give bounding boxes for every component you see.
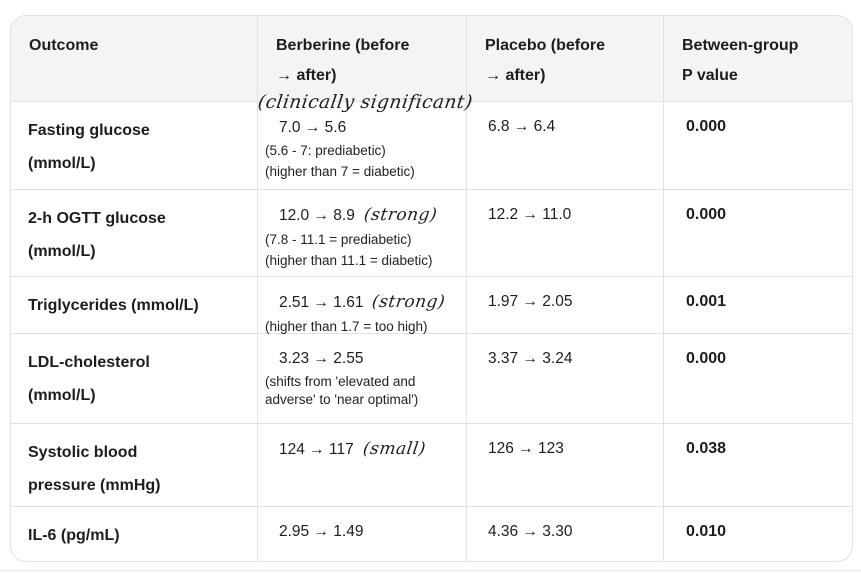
placebo-cell: 12.2 → 11.0 <box>466 190 663 276</box>
header-placebo: Placebo (before → after) <box>466 16 663 101</box>
table-row-il6: IL-6 (pg/mL) 2.95 → 1.49 4.36 → 3.30 0.0… <box>11 506 852 561</box>
berberine-cell: (clinically significant) 7.0 → 5.6 (5.6 … <box>257 92 474 189</box>
berberine-note: (higher than 1.7 = too high) <box>265 318 428 334</box>
berberine-value: 3.23 → 2.55 <box>279 350 364 367</box>
handwritten-effect: (strong) <box>371 292 448 312</box>
header-p-value: Between-group P value <box>663 16 852 101</box>
berberine-note: (higher than 11.1 = diabetic) <box>265 253 433 269</box>
outcome-cell: Triglycerides (mmol/L) <box>28 297 199 314</box>
header-berberine: Berberine (before → after) <box>257 16 466 101</box>
header-placebo-label: Placebo (before → after) <box>485 37 606 84</box>
outcome-cell: Systolic blood pressure (mmHg) <box>28 444 161 494</box>
berberine-cell: 2.95 → 1.49 <box>257 507 466 561</box>
p-value-cell: 0.000 <box>663 334 852 423</box>
berberine-value: 12.0 → 8.9 (strong) <box>265 204 460 228</box>
berberine-note: (5.6 - 7: prediabetic) <box>265 142 386 158</box>
header-p-value-label: Between-group P value <box>682 37 799 84</box>
header-outcome-label: Outcome <box>29 37 99 54</box>
berberine-cell: 2.51 → 1.61 (strong) (higher than 1.7 = t… <box>257 277 466 337</box>
outcome-cell: LDL-cholesterol (mmol/L) <box>28 354 150 404</box>
handwritten-effect: (strong) <box>362 205 439 225</box>
p-value-cell: 0.001 <box>663 277 852 337</box>
berberine-value: 124 → 117 (small) <box>265 438 460 462</box>
berberine-note: (higher than 7 = diabetic) <box>265 164 415 180</box>
outcomes-table: Outcome Berberine (before → after) Place… <box>10 15 853 562</box>
table-header-row: Outcome Berberine (before → after) Place… <box>11 16 852 101</box>
berberine-cell: 12.0 → 8.9 (strong) (7.8 - 11.1 = prediab… <box>257 190 466 276</box>
table-row-ogtt-glucose: 2-h OGTT glucose (mmol/L) 12.0 → 8.9 (str… <box>11 189 852 276</box>
outcome-cell: Fasting glucose (mmol/L) <box>28 122 150 172</box>
placebo-cell: 6.8 → 6.4 <box>466 102 663 189</box>
berberine-value: 2.51 → 1.61 (strong) <box>265 291 460 315</box>
page-divider <box>0 570 861 571</box>
p-value-cell: 0.000 <box>663 190 852 276</box>
berberine-cell: 124 → 117 (small) <box>257 424 466 506</box>
berberine-value: 7.0 → 5.6 <box>279 119 347 136</box>
table-row-fasting-glucose: Fasting glucose (mmol/L) (clinically sig… <box>11 92 852 189</box>
p-value-cell: 0.038 <box>663 424 852 506</box>
table-row-systolic-bp: Systolic blood pressure (mmHg) 124 → 117… <box>11 423 852 506</box>
placebo-cell: 126 → 123 <box>466 424 663 506</box>
header-outcome: Outcome <box>11 16 257 101</box>
p-value-cell: 0.010 <box>663 507 852 561</box>
berberine-value: 2.95 → 1.49 <box>279 523 364 540</box>
handwritten-effect: (small) <box>361 439 427 459</box>
berberine-note: (shifts from 'elevated and adverse' to '… <box>265 373 419 408</box>
header-berberine-label: Berberine (before → after) <box>276 37 410 84</box>
p-value-cell: 0.000 <box>663 102 852 189</box>
outcome-cell: IL-6 (pg/mL) <box>28 527 120 544</box>
handwritten-annotation: (clinically significant) <box>256 92 475 113</box>
placebo-cell: 3.37 → 3.24 <box>466 334 663 423</box>
table-row-ldl-cholesterol: LDL-cholesterol (mmol/L) 3.23 → 2.55 (sh… <box>11 333 852 423</box>
berberine-note: (7.8 - 11.1 = prediabetic) <box>265 231 412 247</box>
table-row-triglycerides: Triglycerides (mmol/L) 2.51 → 1.61 (stron… <box>11 276 852 337</box>
placebo-cell: 1.97 → 2.05 <box>466 277 663 337</box>
outcome-cell: 2-h OGTT glucose (mmol/L) <box>28 210 166 260</box>
placebo-cell: 4.36 → 3.30 <box>466 507 663 561</box>
berberine-cell: 3.23 → 2.55 (shifts from 'elevated and a… <box>257 334 466 423</box>
